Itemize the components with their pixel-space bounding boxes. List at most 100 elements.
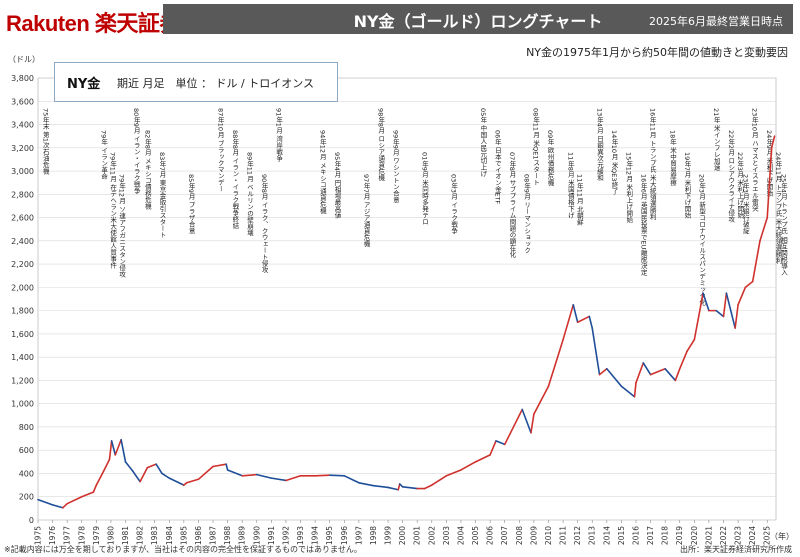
x-tick-label: 2002 <box>427 526 436 545</box>
x-tick-label: 2019 <box>675 526 684 545</box>
price-segment <box>168 477 185 486</box>
price-segment <box>460 461 477 471</box>
event-annotation: 08年9月 リーマンショック <box>523 174 531 254</box>
event-annotation: 06年 日本でイオン金ETF <box>493 130 501 204</box>
y-tick-label: 1,600 <box>11 330 34 339</box>
price-series <box>37 135 776 509</box>
x-tick-label: 1998 <box>369 526 378 545</box>
event-annotation: 11年11月 北朝鮮 <box>575 174 583 226</box>
event-annotation: 97年7月 アジア通貨危機 <box>362 174 370 248</box>
event-annotation: 11年8月 米国債格下げ <box>566 152 574 220</box>
x-tick-label: 2007 <box>500 526 509 545</box>
x-tick-label: 1990 <box>252 526 261 545</box>
y-tick-label: 800 <box>19 423 34 432</box>
x-tick-label: 2023 <box>734 526 743 545</box>
x-axis-unit: （年） <box>770 532 794 541</box>
y-tick-label: 0 <box>29 516 34 525</box>
x-tick-label: 1977 <box>63 526 72 545</box>
price-segment <box>155 463 163 475</box>
event-annotation: 88年8月 イラン・イラク戦争終結 <box>231 130 239 230</box>
event-annotations: 75年末 第1次石油危機 79年 イラン革命 79年11月 在テヘラン米大使館人質事… <box>41 108 787 307</box>
y-tick-label: 2,600 <box>11 214 34 223</box>
price-segment <box>722 292 728 318</box>
price-segment <box>212 463 227 468</box>
event-annotation: 08年11月 米QE1スタート <box>532 108 540 186</box>
price-segment <box>114 438 122 456</box>
event-annotation: 91年1月 湾岸戦争 <box>275 108 283 163</box>
price-segment <box>66 495 83 505</box>
rakuten-logo: Rakuten 楽天証券 <box>6 11 181 36</box>
x-tick-label: 1989 <box>238 526 247 545</box>
price-segment <box>588 315 594 329</box>
event-annotation: 20年3月 新型コロナウイルスパンデミック化 <box>698 174 706 307</box>
price-segment <box>61 502 68 509</box>
event-annotation: 23年3月 米銀行破綻 <box>741 174 749 235</box>
price-segment <box>521 408 532 434</box>
legend-box: NY金 期近 月足 単位 ： ドル / トロイオンス <box>54 62 338 102</box>
x-tick-label: 2009 <box>529 526 538 545</box>
x-tick-label: 1979 <box>92 526 101 545</box>
x-tick-label: 2011 <box>559 526 568 545</box>
event-annotation: 15年12月 米利上げ開始 <box>625 152 633 224</box>
event-annotation: 79年12月 ソ連アフガニスタン侵攻 <box>118 174 126 278</box>
y-tick-label: 2,400 <box>11 237 34 246</box>
price-segment <box>51 504 64 509</box>
price-segment <box>770 135 776 149</box>
x-tick-label: 2018 <box>661 526 670 545</box>
x-tick-label: 1976 <box>48 526 57 545</box>
price-segment <box>241 473 258 477</box>
x-tick-label: 2016 <box>631 526 640 545</box>
price-segment <box>401 486 419 490</box>
x-tick-label: 2003 <box>442 526 451 545</box>
price-segment <box>95 470 105 486</box>
x-tick-label: 2000 <box>398 526 407 545</box>
y-tick-label: 200 <box>19 493 34 502</box>
x-tick-label: 2024 <box>748 526 757 545</box>
y-tick-label: 1,000 <box>11 400 34 409</box>
price-segment <box>547 338 564 388</box>
price-segment <box>649 367 666 376</box>
x-tick-label: 1994 <box>311 526 320 545</box>
disclaimer: ※記載内容には万全を期しておりますが、当社はその内容の完全性を保証するものではあ… <box>4 545 362 554</box>
price-segment <box>92 484 98 493</box>
x-tick-label: 2017 <box>646 526 655 545</box>
price-segment <box>161 472 171 479</box>
price-segment <box>664 367 677 382</box>
x-tick-label: 2008 <box>515 526 524 545</box>
header: Rakuten 楽天証券 NY金（ゴールド）ロングチャート 2025年6月最終営… <box>0 0 800 38</box>
event-annotation: 16年11月 トランプ氏 米大統領選勝利 <box>648 108 656 220</box>
x-tick-label: 1999 <box>384 526 393 545</box>
date-note: 2025年6月最終営業日時点 <box>649 15 783 28</box>
event-annotation: 03年3月 イラク戦争 <box>450 174 458 235</box>
y-tick-label: 3,400 <box>11 121 34 130</box>
price-segment <box>226 469 243 477</box>
price-segment <box>686 338 696 353</box>
x-tick-label: 1992 <box>281 526 290 545</box>
y-tick-label: 3,600 <box>11 97 34 106</box>
y-tick-label: 600 <box>19 446 34 455</box>
x-tick-label: 2010 <box>544 526 553 545</box>
y-tick-label: 1,400 <box>11 353 34 362</box>
price-segment <box>343 474 360 484</box>
x-tick-label: 1984 <box>165 526 174 545</box>
price-segment <box>387 486 400 491</box>
y-tick-label: 1,800 <box>11 307 34 316</box>
x-axis-ticks: 1975 1976 1977 1978 1979 1980 1981 1982 1983 1984… <box>34 520 772 545</box>
price-segment <box>445 469 462 477</box>
price-segment <box>678 350 688 370</box>
price-segment <box>572 304 579 324</box>
x-tick-label: 1980 <box>106 526 115 545</box>
event-annotation: 79年 イラン革命 <box>100 130 108 181</box>
y-axis-unit: （ドル） <box>8 55 40 64</box>
event-annotation: 24年9月 米利下げ開始 <box>765 130 773 198</box>
event-annotation: 95年4月 円相場最高値 <box>333 152 341 220</box>
event-annotation: 18年 米中貿易摩擦 <box>668 130 676 186</box>
x-tick-label: 2013 <box>588 526 597 545</box>
legend-desc: 期近 月足 単位 ： ドル / トロイオンス <box>117 77 314 90</box>
price-segment <box>285 474 302 482</box>
price-segment <box>576 315 591 324</box>
y-tick-label: 1,200 <box>11 376 34 385</box>
event-annotation: 07年8月 サブプライム問題の顕在化 <box>508 152 516 259</box>
y-tick-label: 3,000 <box>11 167 34 176</box>
chart-subtitle: NY金の1975年1月から約50年間の値動きと変動要因 <box>526 46 788 59</box>
